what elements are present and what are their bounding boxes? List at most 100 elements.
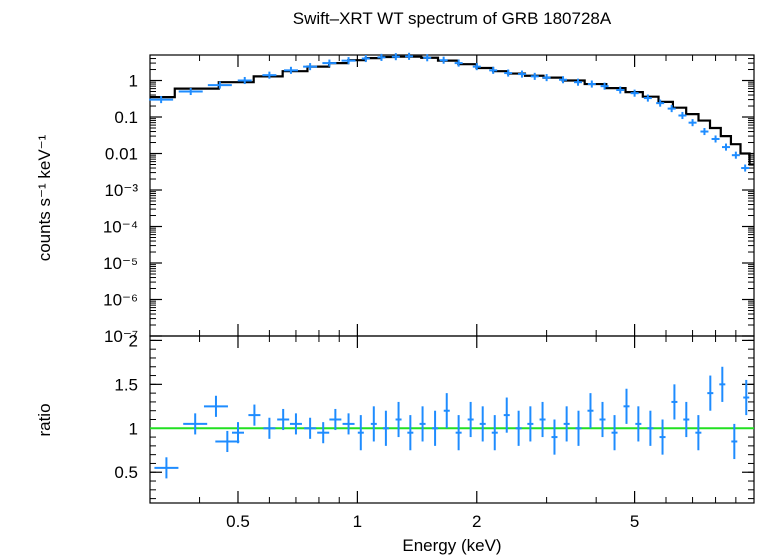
data-point — [283, 66, 298, 74]
ratio-point — [611, 415, 618, 451]
ytick-label: 10⁻⁴ — [103, 218, 138, 237]
xtick-label: 2 — [472, 512, 481, 531]
ratio-point — [419, 406, 426, 442]
ratio-point — [563, 406, 570, 442]
chart-title: Swift–XRT WT spectrum of GRB 180728A — [293, 9, 612, 28]
data-point — [722, 143, 731, 151]
data-point — [741, 164, 750, 172]
data-point — [667, 105, 676, 113]
ytick-label: 10⁻⁵ — [103, 254, 138, 273]
data-point — [559, 76, 568, 84]
ratio-point — [647, 410, 654, 446]
ratio-point — [263, 417, 276, 439]
data-point — [361, 55, 370, 63]
ratio-point — [479, 406, 486, 442]
ratio-point — [289, 413, 302, 435]
ratio-point — [395, 401, 402, 438]
ratio-point — [683, 401, 690, 438]
ratio-point — [304, 417, 317, 439]
xtick-label: 5 — [630, 512, 639, 531]
bottom-panel: 0.5 1 1.5 2 0.5 1 2 5 ratio Energy (keV) — [35, 331, 755, 555]
data-point — [678, 111, 687, 120]
bottom-ylabel: ratio — [35, 403, 54, 436]
xtick-labels: 0.5 1 2 5 — [226, 512, 639, 531]
data-point — [700, 127, 709, 136]
data-point — [472, 63, 481, 71]
data-point — [178, 87, 203, 96]
data-point — [542, 74, 551, 82]
data-point — [262, 71, 277, 79]
ratio-point — [357, 415, 364, 451]
ratio-point — [695, 415, 702, 451]
ytick-label: 10⁻⁶ — [103, 291, 138, 310]
ytick-label: 0.5 — [114, 463, 138, 482]
ratio-point — [671, 384, 678, 420]
data-point — [504, 69, 513, 77]
ratio-point — [203, 395, 228, 417]
ratio-point — [515, 410, 522, 446]
ratio-point — [342, 413, 355, 435]
data-point — [237, 76, 252, 85]
data-point — [517, 70, 526, 78]
ytick-label: 0.01 — [105, 145, 138, 164]
top-ylabel: counts s⁻¹ keV⁻¹ — [35, 134, 54, 261]
data-point — [530, 72, 539, 80]
ratio-point — [329, 408, 342, 431]
data-point — [574, 78, 583, 86]
ratio-point — [527, 406, 534, 442]
ytick-label: 1 — [129, 72, 138, 91]
ratio-point — [407, 415, 414, 451]
data-point — [207, 81, 232, 89]
data-point — [630, 89, 639, 97]
ratio-point — [491, 415, 498, 451]
ratio-point — [623, 388, 630, 424]
model-curve — [150, 55, 754, 166]
data-point — [405, 52, 414, 60]
ratio-point — [539, 401, 546, 438]
data-point — [600, 82, 609, 90]
data-point — [587, 80, 596, 88]
data-point — [688, 119, 697, 127]
ratio-point — [215, 430, 240, 453]
ytick-label: 1.5 — [114, 375, 138, 394]
data-point — [439, 56, 448, 64]
xlabel: Energy (keV) — [402, 536, 501, 555]
data-point — [489, 66, 498, 74]
model-line — [150, 55, 754, 166]
spectrum-data — [149, 52, 750, 172]
ytick-label: 10⁻³ — [104, 181, 138, 200]
ytick-label: 0.1 — [114, 108, 138, 127]
xtick-label: 0.5 — [226, 512, 250, 531]
ratio-point — [231, 422, 244, 444]
ratio-point — [467, 401, 474, 438]
top-panel: 1 0.1 0.01 10⁻³ 10⁻⁴ 10⁻⁵ 10⁻⁶ 10⁻⁷ counts s⁻¹ … — [35, 52, 755, 346]
data-point — [377, 53, 386, 61]
ratio-point — [248, 404, 261, 426]
ratio-point — [432, 410, 439, 446]
ratio-point — [455, 415, 462, 451]
ratio-point — [599, 401, 606, 438]
data-point — [423, 54, 432, 62]
ratio-point — [503, 397, 510, 433]
ratio-point — [707, 375, 714, 411]
data-point — [731, 151, 740, 159]
data-point — [322, 59, 337, 67]
data-point — [711, 135, 720, 143]
ytick-label: 1 — [129, 419, 138, 438]
top-ytick-labels: 1 0.1 0.01 10⁻³ 10⁻⁴ 10⁻⁵ 10⁻⁶ 10⁻⁷ — [103, 72, 139, 346]
ratio-point — [635, 406, 642, 442]
data-point — [656, 99, 665, 107]
ratio-point — [183, 413, 208, 435]
bottom-ytick-labels: 0.5 1 1.5 2 — [114, 331, 138, 482]
data-point — [303, 63, 318, 71]
ytick-label: 2 — [129, 331, 138, 350]
ytick-label: 10⁻⁷ — [104, 327, 138, 346]
ratio-point — [731, 423, 738, 460]
ratio-point — [719, 366, 726, 402]
data-point — [454, 59, 463, 67]
ratio-point — [317, 422, 330, 444]
ratio-point — [370, 406, 377, 442]
ratio-data — [154, 366, 750, 479]
ratio-point — [382, 410, 389, 446]
